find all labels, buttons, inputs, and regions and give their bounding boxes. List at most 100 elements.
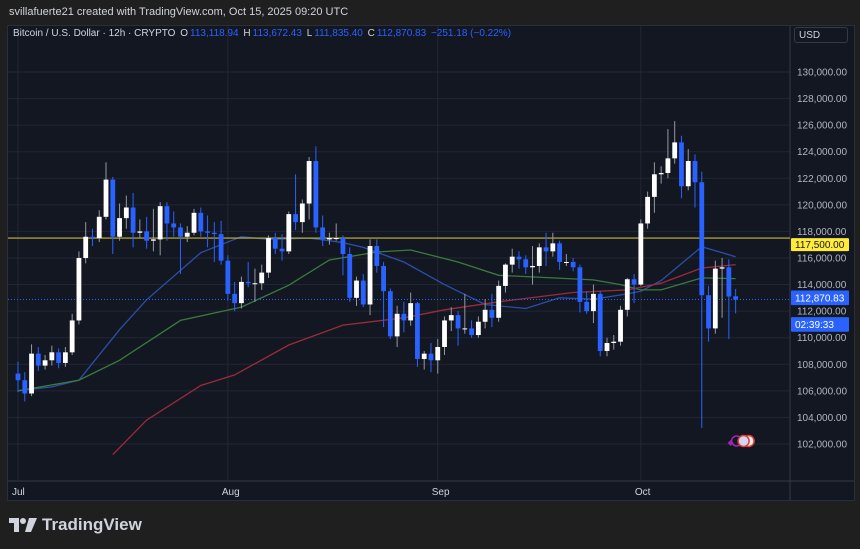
candle-body[interactable] — [577, 267, 583, 302]
candle-body[interactable] — [604, 343, 610, 351]
candle-body[interactable] — [333, 238, 339, 240]
candle-body[interactable] — [123, 207, 129, 219]
chart-panel[interactable] — [7, 25, 855, 501]
candle-body[interactable] — [387, 291, 393, 337]
candle-body[interactable] — [49, 352, 55, 361]
candle-body[interactable] — [584, 301, 590, 312]
candle-body[interactable] — [645, 196, 651, 224]
candle-body[interactable] — [563, 261, 569, 263]
candle-body[interactable] — [618, 309, 623, 342]
candle-body[interactable] — [435, 346, 441, 361]
candle-body[interactable] — [42, 360, 48, 366]
candle-body[interactable] — [347, 254, 353, 298]
candle-body[interactable] — [293, 214, 298, 223]
candle-body[interactable] — [726, 267, 732, 297]
candle-body[interactable] — [658, 172, 664, 175]
candle-body[interactable] — [239, 281, 244, 304]
candle-body[interactable] — [462, 328, 468, 330]
candle-body[interactable] — [543, 247, 549, 252]
candle-body[interactable] — [706, 295, 711, 329]
candle-body[interactable] — [259, 272, 265, 284]
candle-body[interactable] — [489, 309, 495, 318]
candle-body[interactable] — [117, 218, 122, 237]
candle-body[interactable] — [475, 321, 481, 336]
candle-body[interactable] — [232, 293, 238, 304]
candle-body[interactable] — [516, 256, 522, 260]
candle-body[interactable] — [712, 268, 718, 329]
candle-body[interactable] — [198, 212, 204, 232]
candle-body[interactable] — [394, 313, 400, 337]
candle-body[interactable] — [69, 320, 75, 353]
candle-body[interactable] — [205, 231, 210, 233]
candle-body[interactable] — [428, 353, 434, 361]
candle-body[interactable] — [157, 206, 163, 240]
candle-body[interactable] — [83, 236, 89, 258]
candle-body[interactable] — [570, 261, 576, 268]
candle-body[interactable] — [672, 142, 678, 159]
candle-body[interactable] — [496, 285, 502, 318]
candle-body[interactable] — [218, 234, 224, 261]
candle-body[interactable] — [509, 256, 515, 265]
candle-body[interactable] — [354, 280, 359, 298]
candle-body[interactable] — [469, 328, 474, 336]
candle-body[interactable] — [299, 203, 305, 223]
candle-body[interactable] — [719, 267, 725, 269]
candle-body[interactable] — [151, 239, 156, 241]
candle-body[interactable] — [184, 232, 190, 237]
candle-body[interactable] — [367, 246, 373, 305]
candle-body[interactable] — [137, 231, 143, 233]
candle-body[interactable] — [130, 207, 136, 233]
symbol-title[interactable]: Bitcoin / U.S. Dollar · 12h · CRYPTO — [13, 28, 176, 39]
candle-body[interactable] — [286, 214, 292, 252]
candle-body[interactable] — [455, 315, 461, 329]
candle-body[interactable] — [272, 238, 278, 249]
candle-body[interactable] — [699, 182, 705, 296]
candle-body[interactable] — [550, 243, 556, 252]
candle-body[interactable] — [692, 161, 698, 183]
candle-body[interactable] — [733, 296, 739, 300]
candle-body[interactable] — [408, 303, 414, 321]
candle-body[interactable] — [685, 161, 691, 187]
candle-body[interactable] — [638, 223, 644, 285]
candle-body[interactable] — [225, 260, 231, 294]
candle-body[interactable] — [448, 315, 454, 321]
candle-body[interactable] — [327, 238, 332, 240]
candle-body[interactable] — [171, 223, 177, 228]
candle-body[interactable] — [624, 279, 630, 310]
candle-body[interactable] — [144, 231, 150, 241]
candle-body[interactable] — [415, 303, 420, 359]
candle-body[interactable] — [679, 142, 684, 187]
candle-body[interactable] — [631, 279, 637, 285]
candle-body[interactable] — [103, 179, 109, 217]
candle-body[interactable] — [266, 238, 271, 273]
candle-body[interactable] — [611, 341, 617, 344]
candle-body[interactable] — [306, 161, 312, 204]
candle-body[interactable] — [164, 206, 170, 224]
candle-body[interactable] — [15, 373, 21, 381]
candle-body[interactable] — [178, 227, 183, 237]
candle-body[interactable] — [29, 353, 34, 394]
candle-body[interactable] — [35, 353, 41, 366]
candle-body[interactable] — [211, 232, 217, 235]
us-flag-event-icon[interactable] — [737, 434, 750, 448]
candle-body[interactable] — [401, 313, 407, 321]
candle-body[interactable] — [591, 293, 596, 312]
candle-body[interactable] — [651, 174, 657, 197]
candle-body[interactable] — [22, 380, 28, 394]
candle-body[interactable] — [530, 265, 535, 268]
candle-body[interactable] — [76, 257, 82, 321]
candle-body[interactable] — [110, 179, 116, 237]
candle-body[interactable] — [374, 246, 380, 266]
candle-body[interactable] — [381, 265, 386, 292]
candle-body[interactable] — [340, 238, 346, 255]
candle-body[interactable] — [442, 320, 447, 347]
candle-body[interactable] — [90, 236, 95, 239]
candle-body[interactable] — [56, 352, 62, 363]
candle-body[interactable] — [557, 243, 562, 262]
candle-body[interactable] — [191, 212, 197, 233]
candle-body[interactable] — [482, 309, 488, 322]
candle-body[interactable] — [503, 264, 508, 286]
candle-body[interactable] — [279, 248, 285, 252]
candle-body[interactable] — [252, 283, 258, 285]
